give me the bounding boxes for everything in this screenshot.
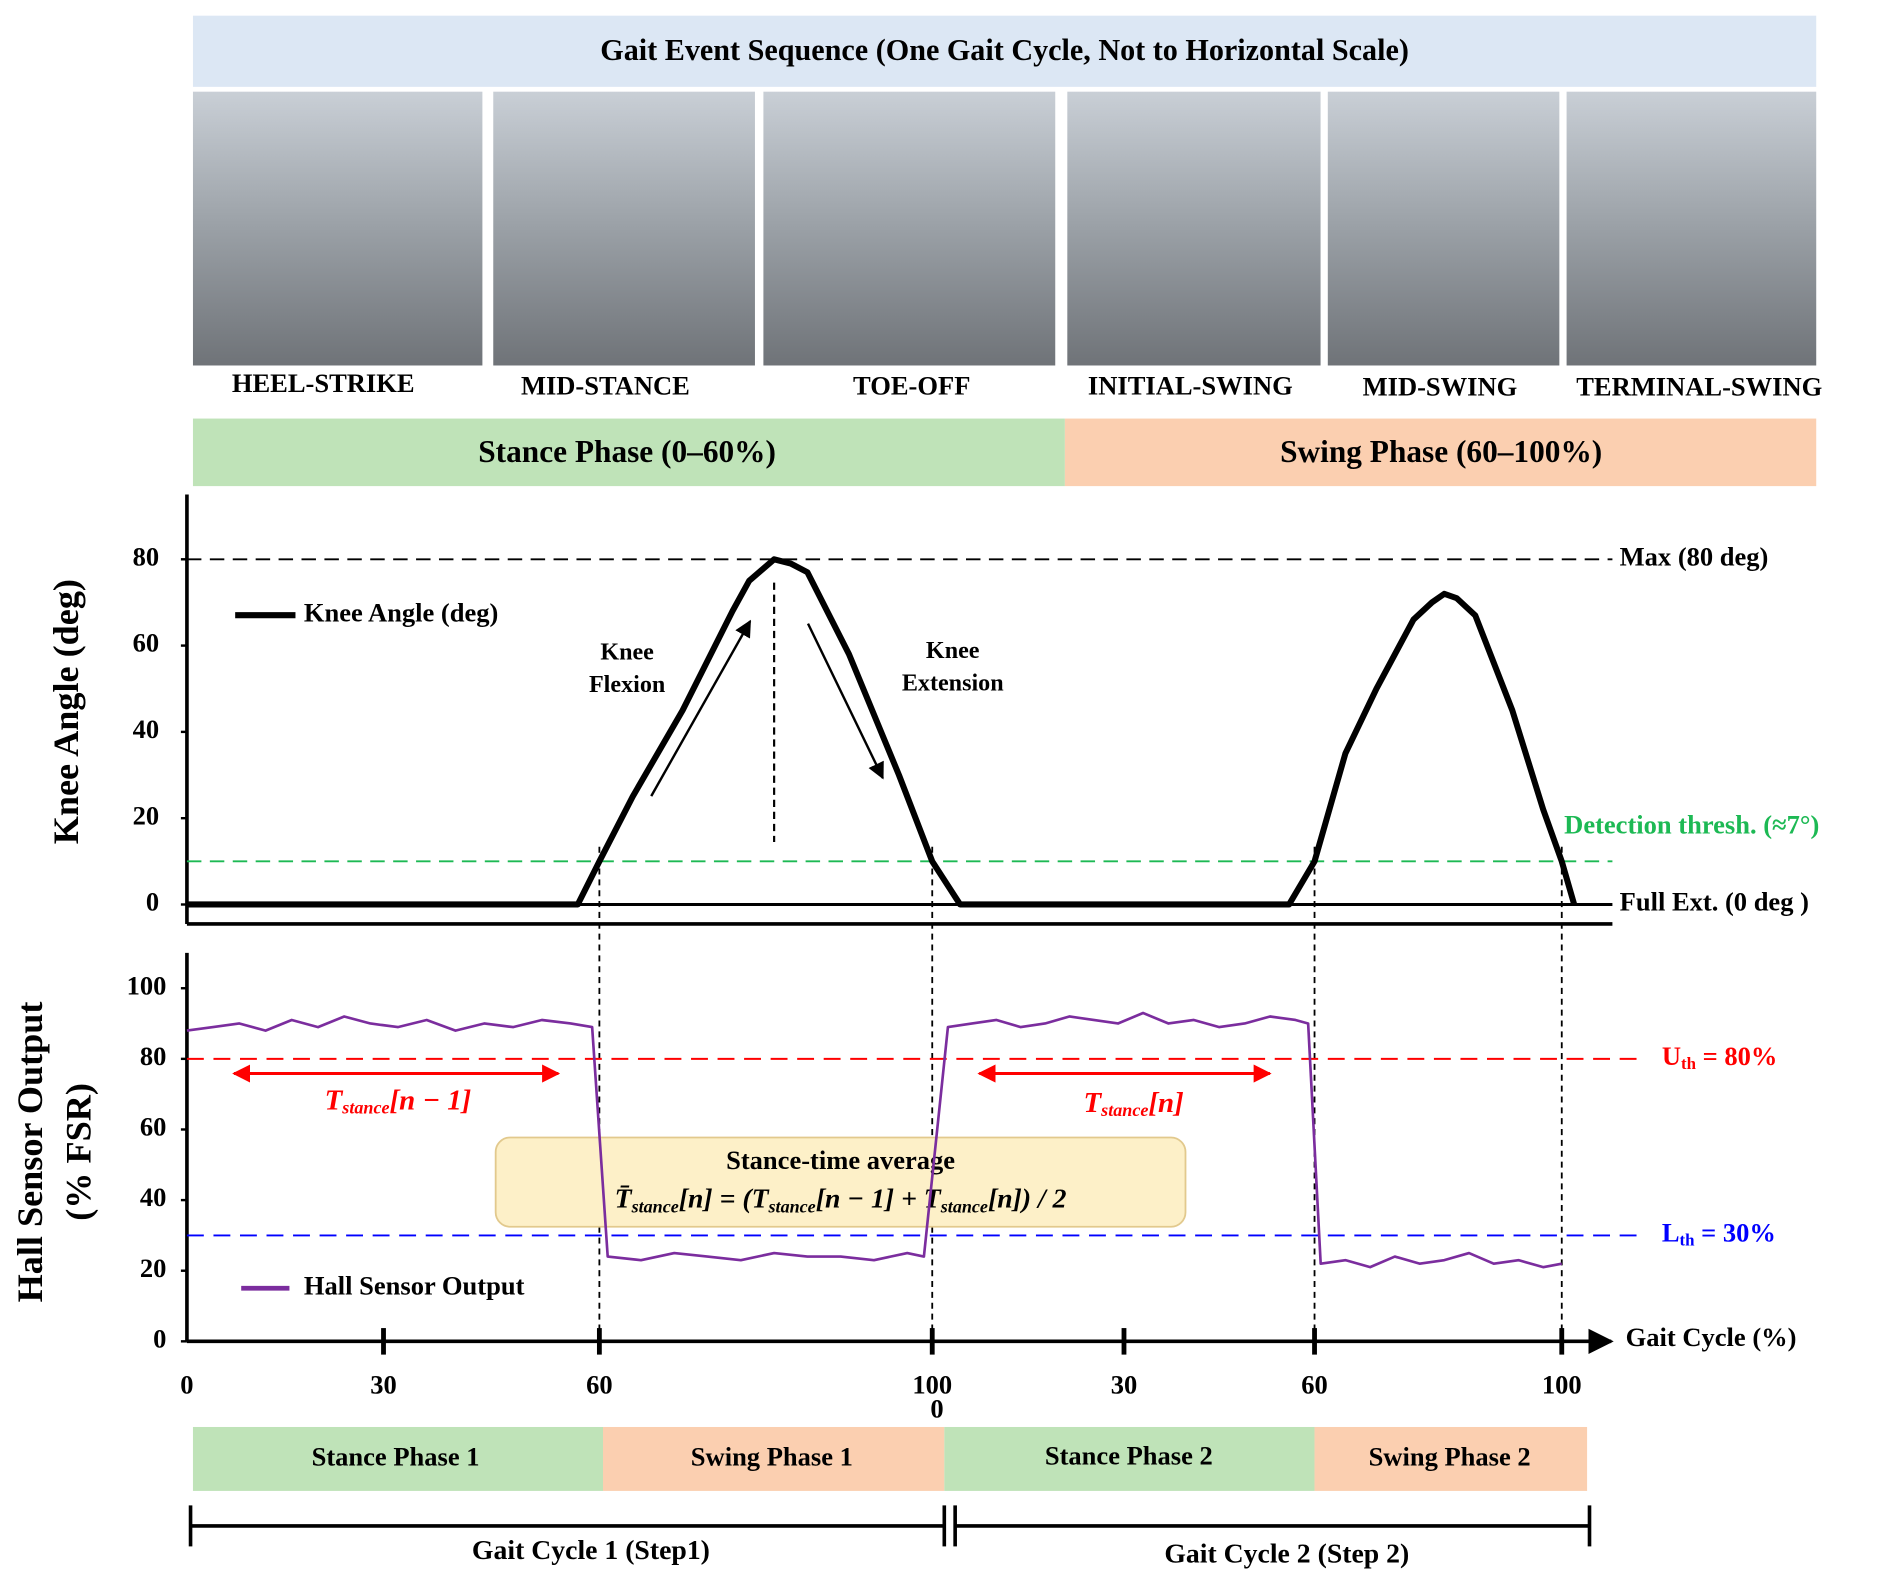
event-label: TOE-OFF [853, 371, 970, 401]
average-box [494, 1136, 1187, 1228]
x-tick-label: 30 [1111, 1369, 1138, 1399]
y-tick-label: 80 [133, 541, 160, 571]
subscript: stance [940, 1197, 988, 1217]
subscript: th [1680, 1230, 1696, 1249]
data-line [186, 556, 1578, 908]
x-tick-label: 30 [370, 1369, 397, 1399]
reference-label: Detection thresh. (≈7°) [1564, 810, 1819, 840]
x-tick-label: 100 [912, 1369, 952, 1399]
event-label: INITIAL-SWING [1088, 371, 1293, 401]
event-label: MID-STANCE [521, 371, 690, 401]
event-label: HEEL-STRIKE [232, 368, 415, 398]
subscript: stance [341, 1098, 389, 1118]
y-tick-label: 100 [127, 970, 167, 1000]
x-tick-label: 0 [180, 1369, 193, 1399]
phase-label: Swing Phase 1 [691, 1442, 853, 1472]
average-title: Stance-time average [726, 1145, 955, 1175]
annotation: Extension [902, 671, 1004, 697]
rest: = 30% [1695, 1218, 1776, 1248]
phase-label: Swing Phase 2 [1369, 1442, 1531, 1472]
threshold-label: Lth = 30% [1662, 1218, 1776, 1250]
x-tick-label: 0 [930, 1393, 943, 1423]
photo [1067, 91, 1321, 366]
symbol: U [1662, 1041, 1681, 1071]
x-axis-title: Gait Cycle (%) [1626, 1322, 1797, 1352]
rest: = 80% [1696, 1041, 1777, 1071]
x-tick-label: 60 [1301, 1369, 1328, 1399]
phase-label: Stance Phase (0–60%) [478, 434, 776, 469]
header-banner [192, 15, 1817, 87]
stance-bar [192, 418, 1065, 487]
subscript: stance [768, 1197, 816, 1217]
index: [n − 1] [390, 1084, 472, 1116]
subscript: stance [1100, 1100, 1148, 1120]
reference-label: Max (80 deg) [1620, 541, 1769, 571]
y-tick-label: 80 [140, 1041, 167, 1071]
phase-label: Stance Phase 2 [1045, 1440, 1213, 1470]
swing-bar [1314, 1426, 1588, 1491]
y-tick-label: 0 [153, 1323, 166, 1353]
arrow [806, 623, 884, 780]
photo [192, 91, 483, 366]
annotation: Knee [926, 638, 980, 664]
photos [192, 91, 1817, 366]
photo [493, 91, 755, 366]
annotation: Flexion [589, 672, 666, 698]
swing-bar [602, 1426, 945, 1491]
photo [763, 91, 1056, 366]
symbol: T [1084, 1087, 1103, 1119]
header-title: Gait Event Sequence (One Gait Cycle, Not… [600, 33, 1409, 67]
stance-bar [944, 1426, 1315, 1491]
swing-bar [1064, 418, 1817, 487]
x-tick-label: 100 [1542, 1369, 1582, 1399]
stance-label: Tstance[n − 1] [325, 1084, 472, 1118]
stance-label: Tstance[n] [1084, 1087, 1184, 1121]
cycle-label: Gait Cycle 1 (Step1) [472, 1535, 710, 1566]
cycle-brackets [188, 1505, 1592, 1547]
formula-part: [n] = (T [679, 1184, 770, 1215]
photo [1327, 91, 1560, 366]
x-tick-label: 60 [586, 1369, 613, 1399]
formula-part: [n − 1] + T [816, 1184, 942, 1215]
photo [1566, 91, 1817, 366]
y-tick-label: 60 [133, 628, 160, 658]
legend-label: Hall Sensor Output [304, 1270, 525, 1300]
event-label: TERMINAL-SWING [1576, 372, 1822, 402]
symbol: L [1662, 1218, 1680, 1248]
y-tick-label: 40 [133, 714, 160, 744]
y-axis-title: Hall Sensor Output [10, 1002, 50, 1303]
y-tick-label: 0 [146, 887, 159, 917]
reference-label: Full Ext. (0 deg ) [1620, 887, 1809, 917]
subscript: th [1681, 1054, 1697, 1073]
legend-label: Knee Angle (deg) [304, 597, 498, 627]
y-tick-label: 20 [133, 800, 160, 830]
symbol: T [325, 1084, 344, 1116]
formula-part: [n]) / 2 [988, 1184, 1067, 1215]
phase-label: Swing Phase (60–100%) [1280, 434, 1602, 469]
phase-label: Stance Phase 1 [312, 1442, 480, 1472]
formula-part: T̄ [615, 1184, 633, 1215]
stance-bar [192, 1426, 603, 1491]
index: [n] [1148, 1087, 1183, 1119]
y-tick-label: 40 [140, 1182, 167, 1212]
event-label: MID-SWING [1363, 372, 1518, 402]
cycle-label: Gait Cycle 2 (Step 2) [1164, 1538, 1409, 1569]
arrow [650, 619, 752, 797]
data-line [186, 1011, 1563, 1269]
average-formula: T̄stance[n] = (Tstance[n − 1] + Tstance[… [615, 1184, 1067, 1217]
annotation: Knee [600, 639, 654, 665]
y-tick-label: 20 [140, 1253, 167, 1283]
threshold-label: Uth = 80% [1662, 1041, 1778, 1073]
y-axis-title: (% FSR) [58, 1083, 98, 1221]
subscript: stance [631, 1197, 679, 1217]
y-tick-label: 60 [140, 1112, 167, 1142]
y-axis-title: Knee Angle (deg) [46, 579, 86, 844]
